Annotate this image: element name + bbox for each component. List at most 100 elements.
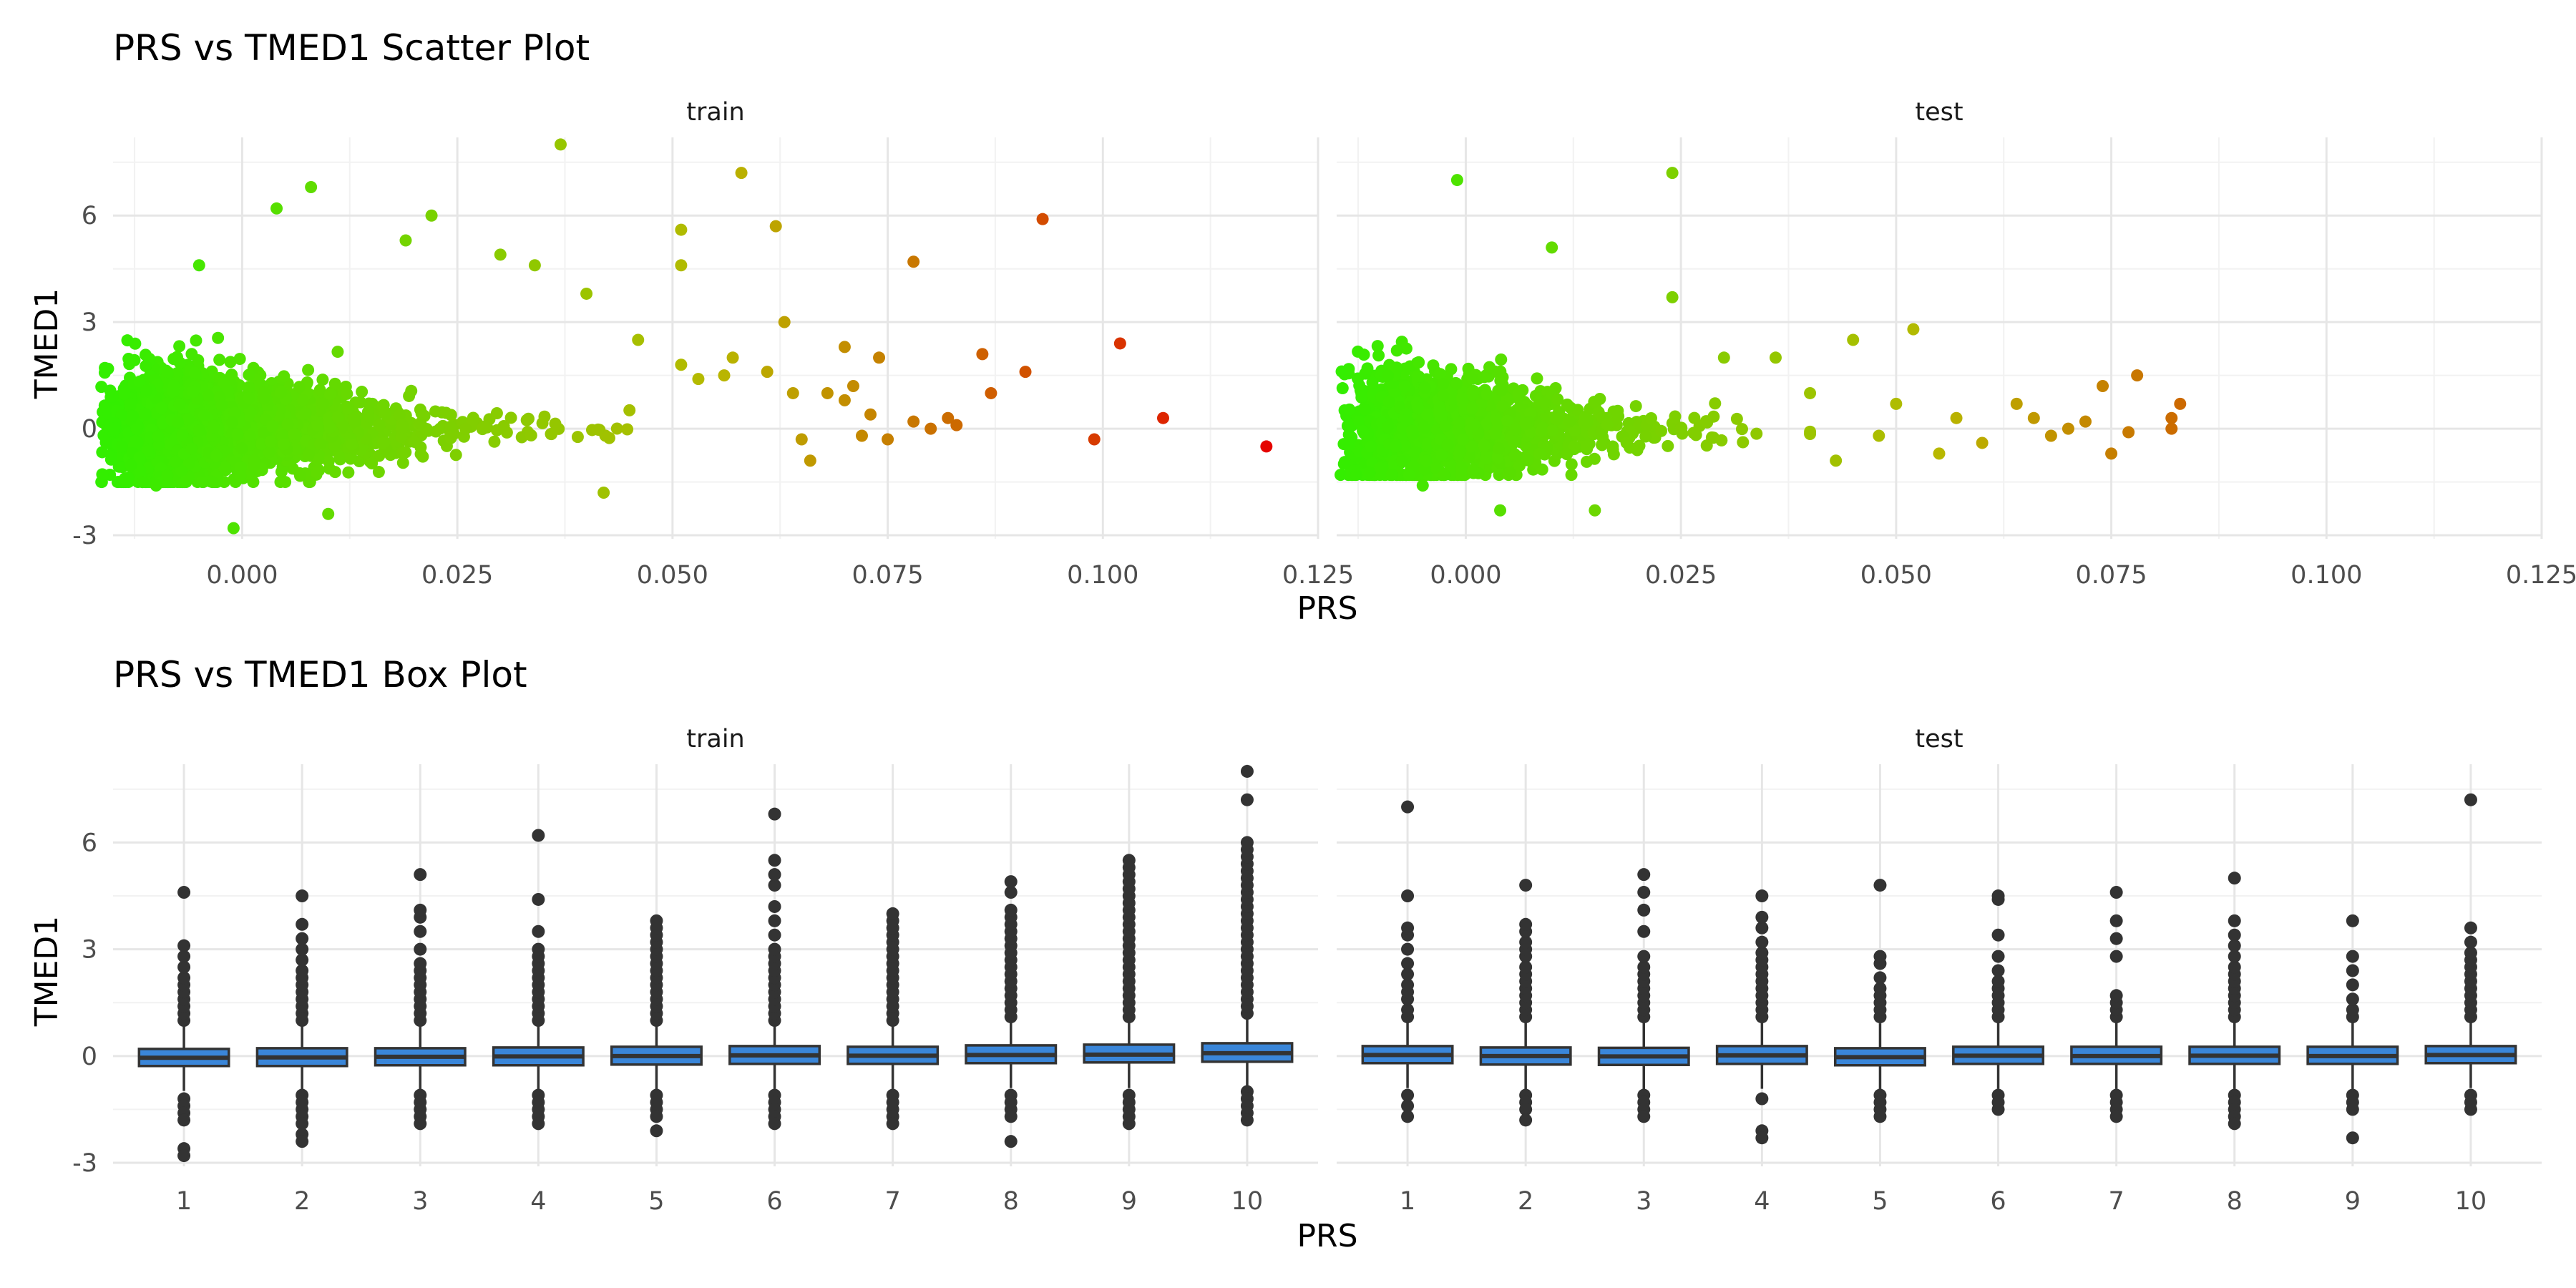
box-outlier <box>650 1124 663 1138</box>
box-outlier <box>2346 964 2359 977</box>
scatter-point <box>1400 414 1413 426</box>
scatter-point <box>1366 376 1379 389</box>
scatter-point <box>1689 429 1702 441</box>
scatter-point <box>192 424 205 437</box>
scatter-point <box>302 449 315 462</box>
x-tick-label: 0.075 <box>852 561 923 590</box>
scatter-point <box>161 367 174 380</box>
y-tick-label: 0 <box>82 415 97 444</box>
scatter-point <box>1353 415 1366 428</box>
scatter-point <box>621 423 634 436</box>
y-tick-label: 3 <box>82 308 97 337</box>
scatter-point <box>429 405 441 418</box>
x-tick-label: 1 <box>1400 1187 1415 1216</box>
scatter-point <box>1260 440 1273 453</box>
x-tick-label: 3 <box>412 1187 428 1216</box>
box-outlier <box>768 807 781 821</box>
scatter-point <box>323 388 336 401</box>
scatter-point <box>1561 398 1574 411</box>
box-panel-test: 1 2 3 4 5 6 7 8 9 10 test <box>1337 725 2542 1216</box>
scatter-point <box>1427 359 1440 372</box>
box-outlier <box>414 1117 427 1131</box>
box-outlier <box>1991 964 2005 977</box>
scatter-point <box>1546 241 1558 254</box>
box-outlier <box>768 914 781 927</box>
scatter-test-x-ticks: 0.000 0.025 0.050 0.075 0.100 0.125 <box>1430 561 2576 590</box>
scatter-point <box>1337 438 1350 451</box>
scatter-point <box>99 436 112 449</box>
scatter-point <box>444 421 457 434</box>
box-outlier <box>1755 921 1769 935</box>
scatter-point <box>1420 454 1433 467</box>
x-tick-label: 1 <box>176 1187 192 1216</box>
scatter-point <box>136 476 149 489</box>
scatter-point <box>907 415 920 428</box>
box-outlier <box>1991 928 2005 942</box>
x-tick-label: 6 <box>766 1187 782 1216</box>
box-outlier <box>1519 960 1533 974</box>
scatter-point <box>1551 393 1564 406</box>
scatter-point <box>202 389 215 402</box>
scatter-point <box>313 464 326 477</box>
scatter-point <box>907 255 920 268</box>
scatter-point <box>1439 419 1452 432</box>
scatter-point <box>173 340 186 353</box>
box-train-boxes <box>137 764 1294 1163</box>
scatter-point <box>228 406 241 419</box>
scatter-point <box>1494 504 1507 517</box>
scatter-point <box>277 438 290 451</box>
box-outlier <box>2228 872 2241 885</box>
box-outlier <box>1755 910 1769 924</box>
scatter-point <box>1413 371 1425 384</box>
scatter-point <box>1565 469 1578 482</box>
x-tick-label: 7 <box>2109 1187 2124 1216</box>
box-outlier <box>2109 950 2123 963</box>
scatter-point <box>1976 436 1989 449</box>
scatter-point <box>449 449 462 462</box>
scatter-point <box>1561 448 1574 461</box>
scatter-point <box>1491 414 1503 427</box>
scatter-point <box>161 469 174 482</box>
box-outlier <box>177 886 191 899</box>
scatter-point <box>1398 439 1411 452</box>
scatter-point <box>167 379 180 392</box>
scatter-point <box>1385 469 1398 482</box>
scatter-point <box>864 408 877 421</box>
box-outlier <box>768 942 781 956</box>
box-outlier <box>1637 903 1651 917</box>
scatter-point <box>976 348 989 361</box>
x-tick-label: 3 <box>1636 1187 1652 1216</box>
scatter-point <box>1620 436 1633 449</box>
scatter-point <box>218 377 230 390</box>
scatter-point <box>515 431 528 444</box>
scatter-point <box>1519 417 1532 430</box>
box-outlier <box>2228 939 2241 952</box>
scatter-point <box>1438 469 1450 482</box>
box-outlier <box>1755 1092 1769 1106</box>
scatter-point <box>225 416 238 429</box>
scatter-point <box>1357 425 1370 438</box>
scatter-point <box>131 436 144 449</box>
box-outlier <box>414 924 427 938</box>
box-outlier <box>1004 1135 1018 1148</box>
scatter-point <box>212 331 225 344</box>
scatter-point <box>150 479 162 492</box>
scatter-point <box>855 429 868 442</box>
scatter-point <box>882 433 894 446</box>
box-outlier <box>177 950 191 963</box>
box-outlier <box>1755 935 1769 949</box>
scatter-point <box>1512 388 1525 401</box>
box-7 <box>2070 886 2163 1123</box>
scatter-point <box>234 461 247 474</box>
scatter-point <box>985 386 997 399</box>
box-outlier <box>2464 921 2477 935</box>
box-outlier <box>177 960 191 974</box>
scatter-point <box>354 396 367 409</box>
box-7 <box>847 907 940 1131</box>
y-tick-label: 6 <box>82 829 97 857</box>
scatter-point <box>1509 423 1522 436</box>
scatter-point <box>258 392 270 405</box>
x-tick-label: 0.125 <box>1282 561 1354 590</box>
